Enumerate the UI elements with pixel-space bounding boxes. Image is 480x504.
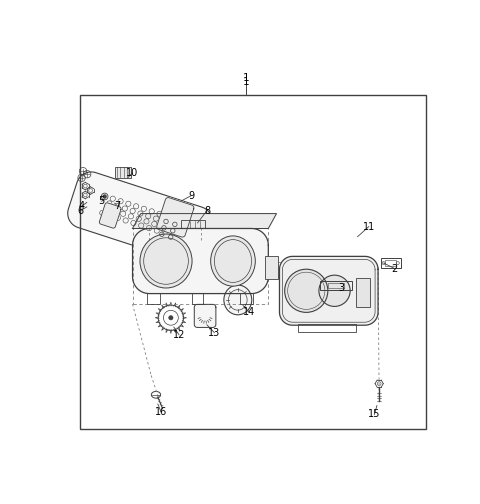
Text: 1: 1 xyxy=(243,73,249,83)
Text: 13: 13 xyxy=(208,328,220,338)
Circle shape xyxy=(285,269,328,312)
Text: 3: 3 xyxy=(338,283,345,293)
Polygon shape xyxy=(132,214,276,228)
Bar xyxy=(381,258,401,268)
Text: 16: 16 xyxy=(155,407,168,417)
Text: 6: 6 xyxy=(77,206,84,216)
Circle shape xyxy=(203,314,207,318)
Bar xyxy=(147,293,160,304)
Polygon shape xyxy=(194,304,216,328)
Ellipse shape xyxy=(211,236,255,286)
Text: 9: 9 xyxy=(188,191,194,201)
Bar xyxy=(328,283,344,288)
Bar xyxy=(321,281,352,290)
Polygon shape xyxy=(132,228,268,293)
Circle shape xyxy=(103,195,106,198)
Bar xyxy=(240,293,253,304)
Text: 11: 11 xyxy=(362,222,375,232)
Text: 1: 1 xyxy=(243,77,249,87)
Bar xyxy=(356,278,370,306)
Bar xyxy=(115,167,131,178)
Polygon shape xyxy=(157,198,194,237)
Bar xyxy=(192,293,203,304)
Circle shape xyxy=(236,298,240,302)
Circle shape xyxy=(319,275,350,306)
Bar xyxy=(181,220,205,228)
Ellipse shape xyxy=(140,234,192,288)
Bar xyxy=(264,257,277,279)
Circle shape xyxy=(168,316,173,320)
Text: 5: 5 xyxy=(98,197,105,206)
Text: 4: 4 xyxy=(79,201,84,211)
Text: 12: 12 xyxy=(173,330,185,340)
Polygon shape xyxy=(279,257,378,325)
Polygon shape xyxy=(99,203,121,228)
Ellipse shape xyxy=(224,285,252,315)
Bar xyxy=(298,325,356,332)
Polygon shape xyxy=(68,172,212,263)
Text: 15: 15 xyxy=(368,409,381,419)
Text: 10: 10 xyxy=(126,168,139,178)
Text: 7: 7 xyxy=(115,201,121,211)
Bar xyxy=(385,260,396,266)
Text: 14: 14 xyxy=(243,307,255,317)
Text: 2: 2 xyxy=(392,264,398,274)
Text: 8: 8 xyxy=(204,206,210,216)
